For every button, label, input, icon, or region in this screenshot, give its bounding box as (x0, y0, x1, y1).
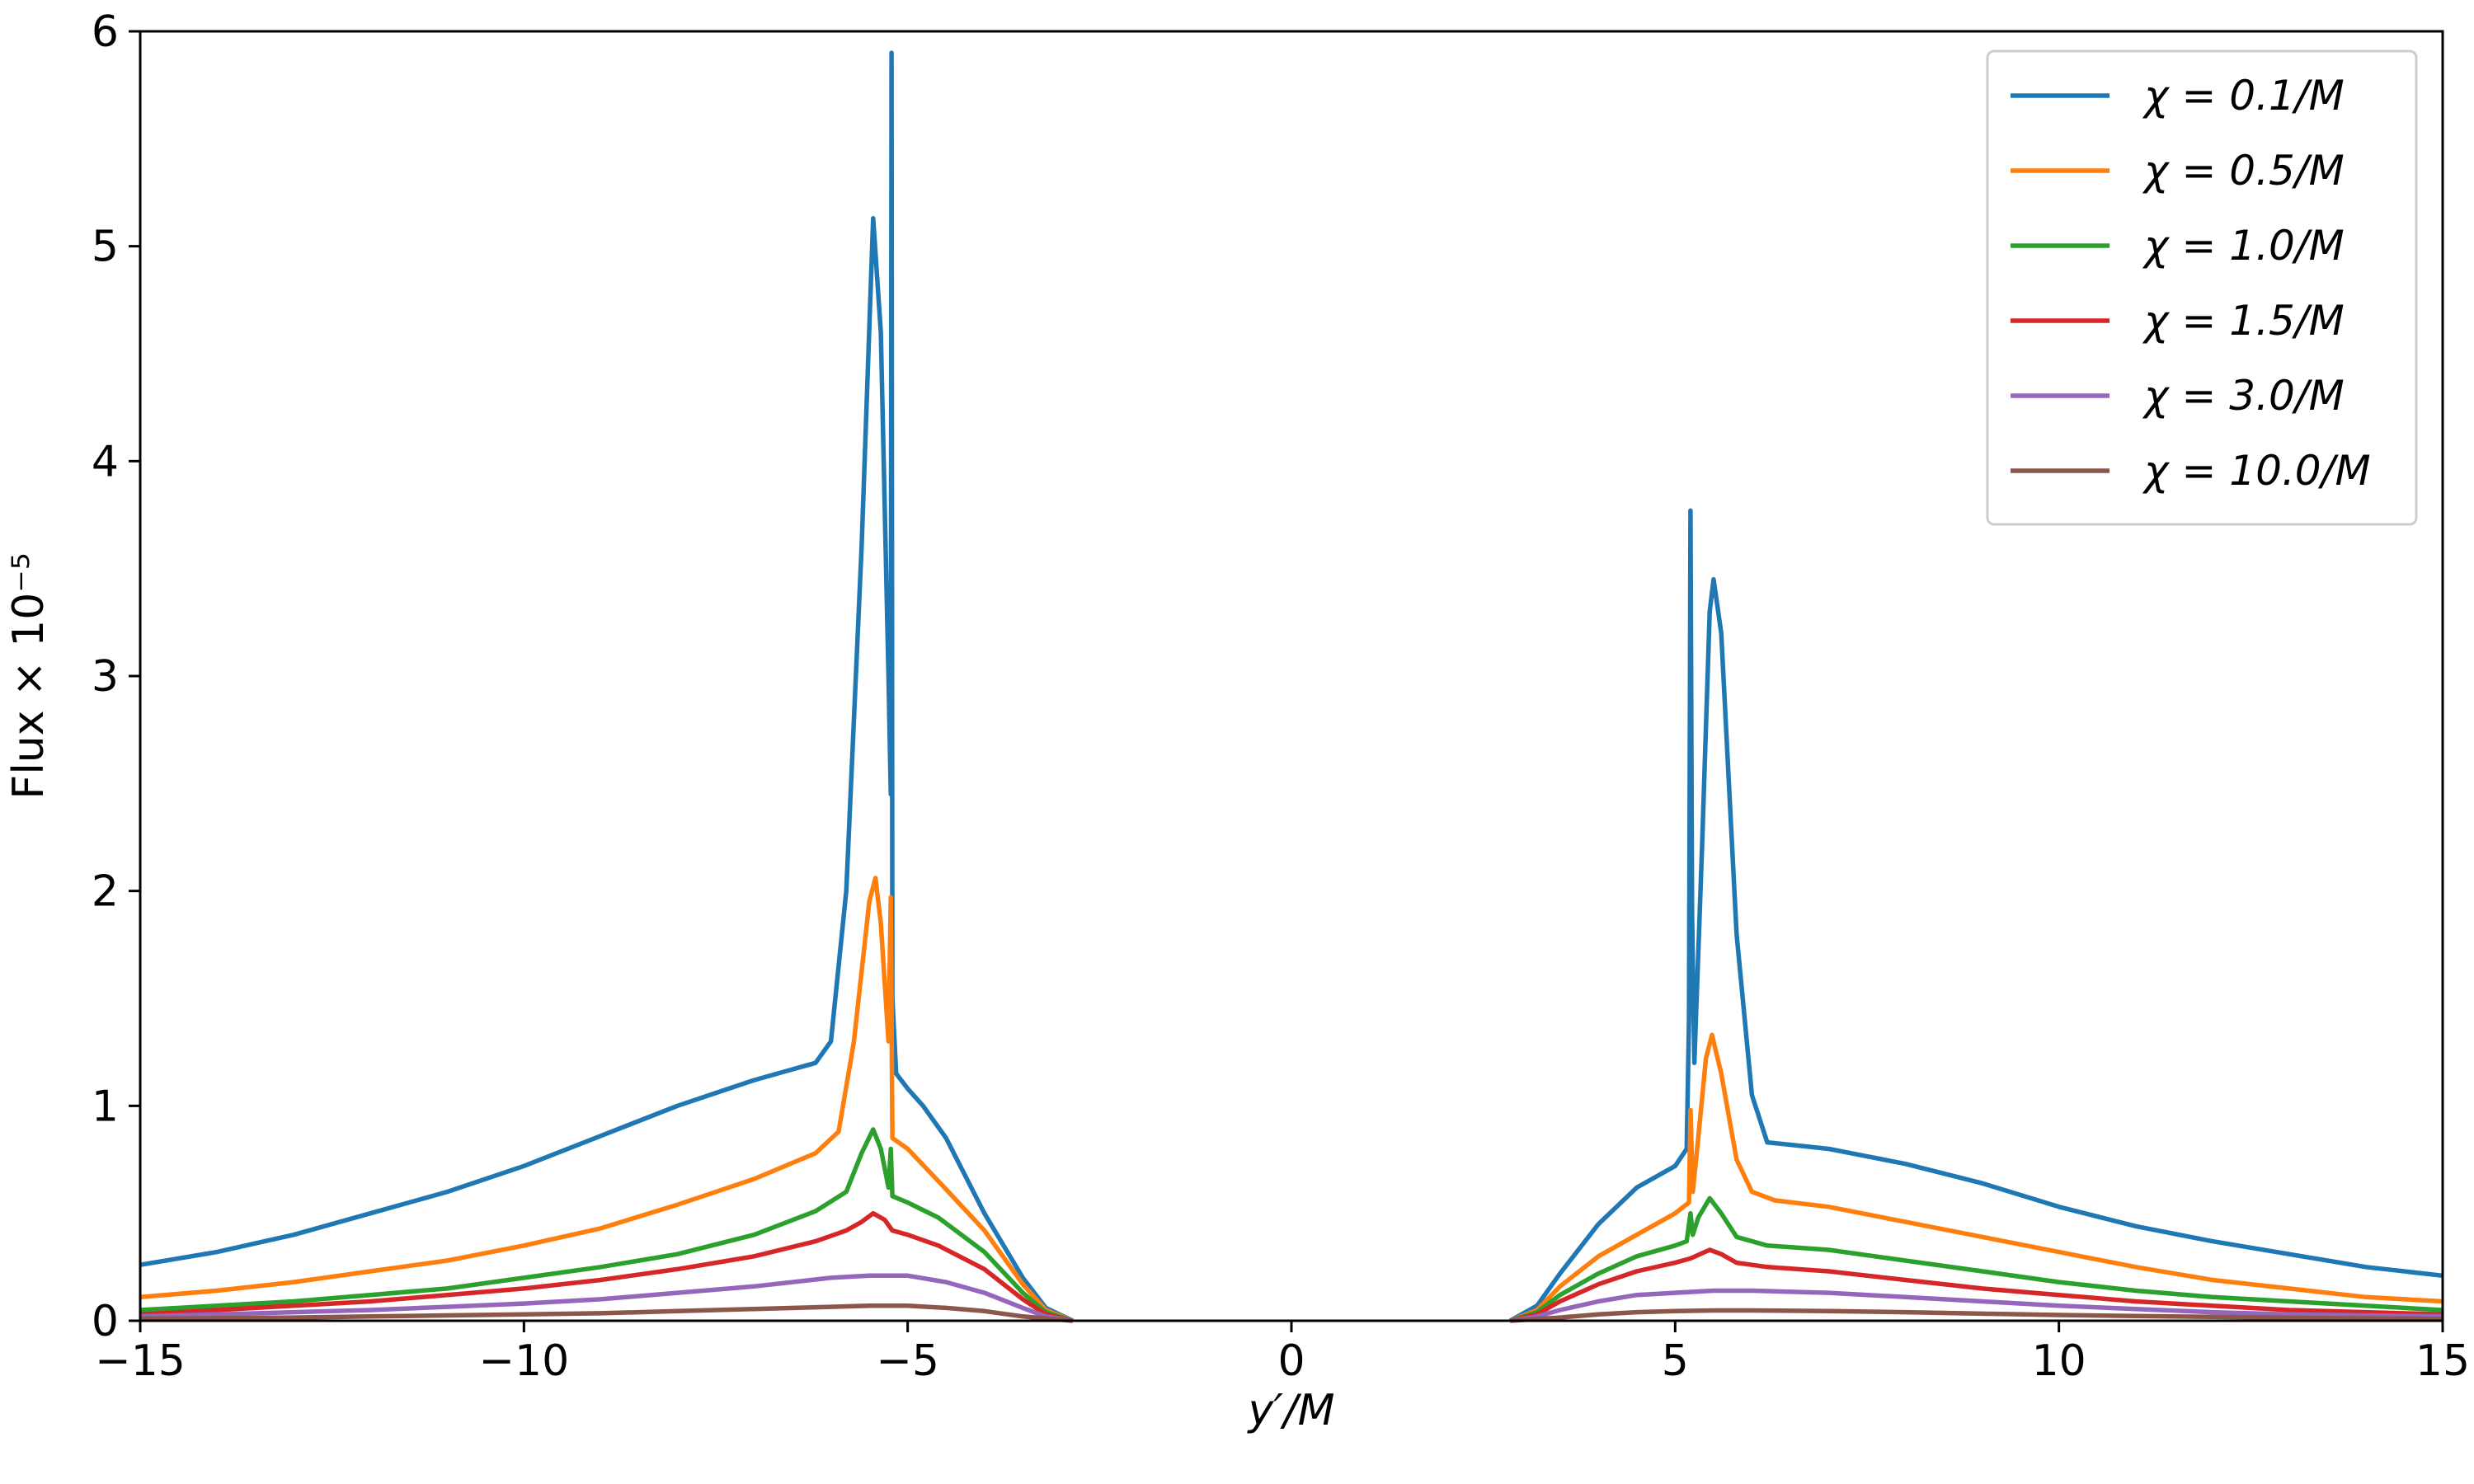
y-axis: 0 1 2 3 4 5 6 (92, 7, 140, 1346)
x-tick-label: −10 (478, 1336, 569, 1386)
y-tick-label: 0 (92, 1297, 119, 1346)
legend-label: χ = 10.0/M (2142, 447, 2371, 495)
series-line-2 (139, 876, 2443, 1323)
x-tick-label: 0 (1277, 1336, 1305, 1386)
y-tick-label: 1 (92, 1082, 119, 1131)
legend-label: χ = 0.5/M (2142, 147, 2345, 195)
x-tick-label: −15 (95, 1336, 186, 1386)
x-tick-label: −5 (876, 1336, 939, 1386)
legend-label: χ = 1.0/M (2142, 222, 2345, 270)
x-tick-label: 10 (2032, 1336, 2086, 1386)
y-tick-label: 6 (92, 7, 119, 57)
series-line-6 (139, 1303, 2443, 1323)
legend-label: χ = 0.1/M (2142, 72, 2345, 120)
series-line-3 (139, 1127, 2443, 1323)
x-axis-label: y′/M (1247, 1386, 1335, 1435)
series-line-5 (139, 1273, 2443, 1323)
x-tick-label: 15 (2415, 1336, 2470, 1386)
plot-lines (139, 50, 2443, 1323)
x-axis: −15 −10 −5 0 5 10 15 (95, 1321, 2470, 1386)
x-tick-label: 5 (1662, 1336, 1689, 1386)
series-line-4 (139, 1210, 2443, 1323)
series-line-1 (139, 50, 2443, 1323)
y-tick-label: 2 (92, 867, 119, 917)
y-axis-label: Flux × 10⁻⁵ (4, 552, 54, 799)
legend-label: χ = 1.5/M (2142, 297, 2345, 345)
y-tick-label: 4 (92, 437, 119, 486)
legend-label: χ = 3.0/M (2142, 372, 2345, 420)
legend: χ = 0.1/M χ = 0.5/M χ = 1.0/M χ = 1.5/M χ = … (1986, 49, 2418, 526)
y-tick-label: 5 (92, 223, 119, 272)
y-tick-label: 3 (92, 652, 119, 702)
